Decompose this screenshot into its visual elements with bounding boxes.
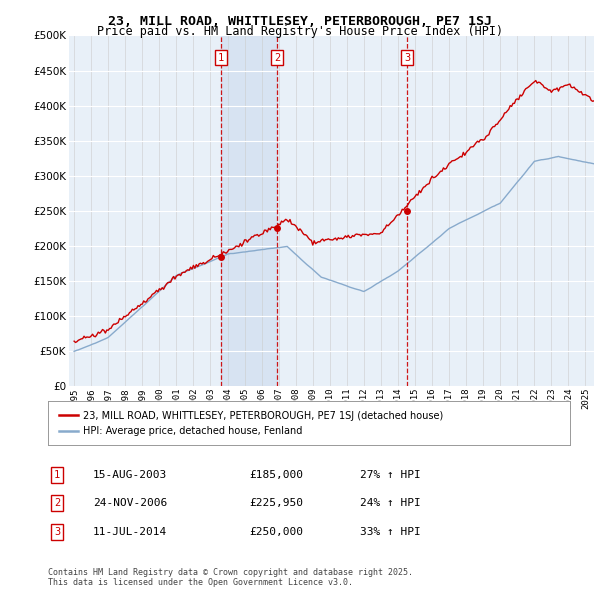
Text: 2: 2 bbox=[54, 499, 60, 508]
Text: Price paid vs. HM Land Registry's House Price Index (HPI): Price paid vs. HM Land Registry's House … bbox=[97, 25, 503, 38]
Text: Contains HM Land Registry data © Crown copyright and database right 2025.
This d: Contains HM Land Registry data © Crown c… bbox=[48, 568, 413, 587]
Text: 2: 2 bbox=[274, 53, 280, 63]
Text: 27% ↑ HPI: 27% ↑ HPI bbox=[360, 470, 421, 480]
Text: 3: 3 bbox=[54, 527, 60, 536]
Text: 11-JUL-2014: 11-JUL-2014 bbox=[93, 527, 167, 536]
Text: £250,000: £250,000 bbox=[249, 527, 303, 536]
Text: 1: 1 bbox=[218, 53, 224, 63]
Text: £225,950: £225,950 bbox=[249, 499, 303, 508]
Text: 1: 1 bbox=[54, 470, 60, 480]
Text: 23, MILL ROAD, WHITTLESEY, PETERBOROUGH, PE7 1SJ: 23, MILL ROAD, WHITTLESEY, PETERBOROUGH,… bbox=[108, 15, 492, 28]
Text: 24% ↑ HPI: 24% ↑ HPI bbox=[360, 499, 421, 508]
Text: 24-NOV-2006: 24-NOV-2006 bbox=[93, 499, 167, 508]
Text: 15-AUG-2003: 15-AUG-2003 bbox=[93, 470, 167, 480]
Text: 3: 3 bbox=[404, 53, 410, 63]
Bar bbox=[221, 35, 277, 386]
Legend: 23, MILL ROAD, WHITTLESEY, PETERBOROUGH, PE7 1SJ (detached house), HPI: Average : 23, MILL ROAD, WHITTLESEY, PETERBOROUGH,… bbox=[53, 405, 449, 442]
Bar bbox=[277, 35, 407, 386]
Text: £185,000: £185,000 bbox=[249, 470, 303, 480]
Text: 33% ↑ HPI: 33% ↑ HPI bbox=[360, 527, 421, 536]
